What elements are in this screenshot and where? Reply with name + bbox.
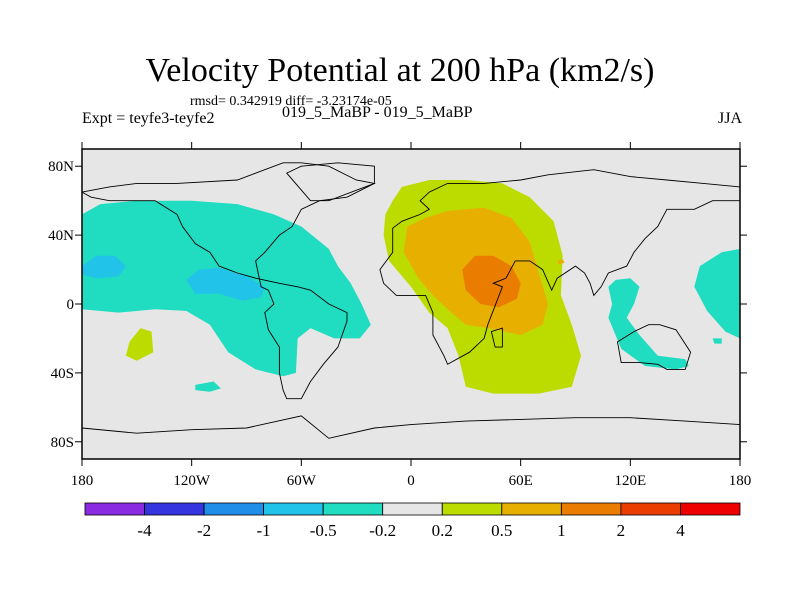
colorbar-swatch: [620, 502, 681, 516]
contour-region-east-pacific-edge-cyan: [694, 248, 740, 339]
x-tick-label: 60E: [509, 473, 533, 489]
x-tick-label: 180: [729, 473, 752, 489]
contour-region-india-small-orange: [557, 259, 565, 265]
colorbar-label: 0.2: [432, 521, 453, 540]
contour-region-pacific-blue-west: [82, 255, 126, 279]
y-tick-label: 0: [67, 297, 75, 313]
contour-region-south-pacific-small: [195, 381, 221, 392]
colorbar-label: 2: [617, 521, 626, 540]
y-tick-label: 40S: [51, 366, 74, 382]
season-label: JJA: [717, 110, 742, 127]
rmsd-diff-stats: rmsd= 0.342919 diff= -3.23174e-05: [190, 94, 392, 109]
contour-region-west-pacific-cyan: [608, 278, 689, 370]
colorbar-swatch: [561, 502, 622, 516]
colorbar-label: -1: [257, 521, 271, 540]
chart-title: Velocity Potential at 200 hPa (km2/s): [145, 52, 655, 89]
colorbar: -4 -2 -1 -0.5 -0.2 0.2 0.5 1 2 4: [84, 502, 741, 540]
colorbar-label: -0.2: [369, 521, 396, 540]
colorbar-swatch: [84, 502, 145, 516]
colorbar-swatch: [501, 502, 562, 516]
colorbar-swatch: [263, 502, 324, 516]
coastline-1: [379, 169, 740, 365]
colorbar-swatch: [203, 502, 265, 516]
coastline-3: [285, 162, 375, 202]
experiment-label: Expt = teyfe3-teyfe2: [82, 110, 215, 127]
x-tick-label: 120W: [173, 473, 211, 489]
coastline-2: [617, 324, 692, 370]
y-tick-label: 40N: [48, 228, 74, 244]
x-tick-label: 60W: [287, 473, 317, 489]
experiment-subtitle: 019_5_MaBP - 019_5_MaBP: [282, 104, 473, 121]
colorbar-label: -0.5: [310, 521, 337, 540]
colorbar-swatch: [322, 502, 384, 516]
y-tick-label: 80S: [51, 435, 74, 451]
colorbar-label: 1: [557, 521, 566, 540]
colorbar-swatch: [441, 502, 503, 516]
colorbar-label: -4: [137, 521, 152, 540]
axis-ticks: 180 120W 60W 0 60E 120E 180 80N 40N 0 40S 80S: [48, 142, 751, 489]
contour-region-pacific-blue-center: [186, 267, 265, 301]
colorbar-swatch: [680, 502, 741, 516]
coastline-5: [82, 415, 740, 459]
contour-region-south-small-cyan: [712, 338, 722, 344]
coastline-4: [490, 327, 503, 348]
y-tick-label: 80N: [48, 159, 74, 175]
x-tick-label: 120E: [614, 473, 646, 489]
x-tick-label: 0: [407, 473, 415, 489]
contour-region-south-pacific-green: [125, 328, 154, 361]
x-tick-label: 180: [71, 473, 94, 489]
colorbar-label: 4: [676, 521, 685, 540]
map-layer: [82, 149, 740, 459]
contour-region-africa-dark-orange: [462, 255, 521, 308]
coastline-0: [82, 162, 376, 400]
colorbar-swatch: [382, 502, 443, 516]
colorbar-label: 0.5: [491, 521, 512, 540]
colorbar-label: -2: [197, 521, 211, 540]
colorbar-swatch: [144, 502, 205, 516]
